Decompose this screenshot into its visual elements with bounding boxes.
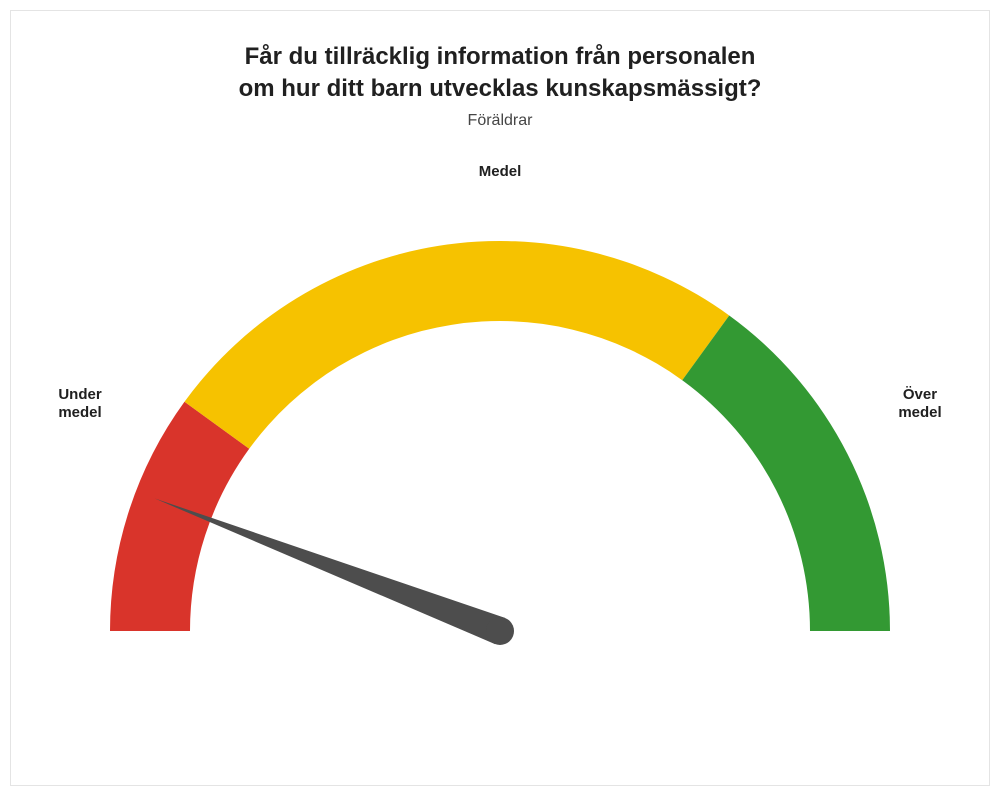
gauge-label-under-medel: Undermedel [50,386,110,422]
chart-subtitle: Föräldrar [11,112,989,130]
gauge-needle [155,498,505,644]
gauge-label-medel: Medel [460,163,540,181]
gauge-needle-hub [486,617,514,645]
chart-title: Får du tillräcklig information från pers… [11,41,989,106]
gauge: Medel Undermedel Övermedel [50,181,950,741]
chart-frame: Får du tillräcklig information från pers… [10,10,990,786]
gauge-segment-0 [110,402,249,631]
gauge-svg [50,181,950,741]
gauge-segment-2 [682,315,890,631]
gauge-segment-1 [184,241,729,449]
gauge-label-over-medel: Övermedel [890,386,950,422]
title-block: Får du tillräcklig information från pers… [11,41,989,130]
